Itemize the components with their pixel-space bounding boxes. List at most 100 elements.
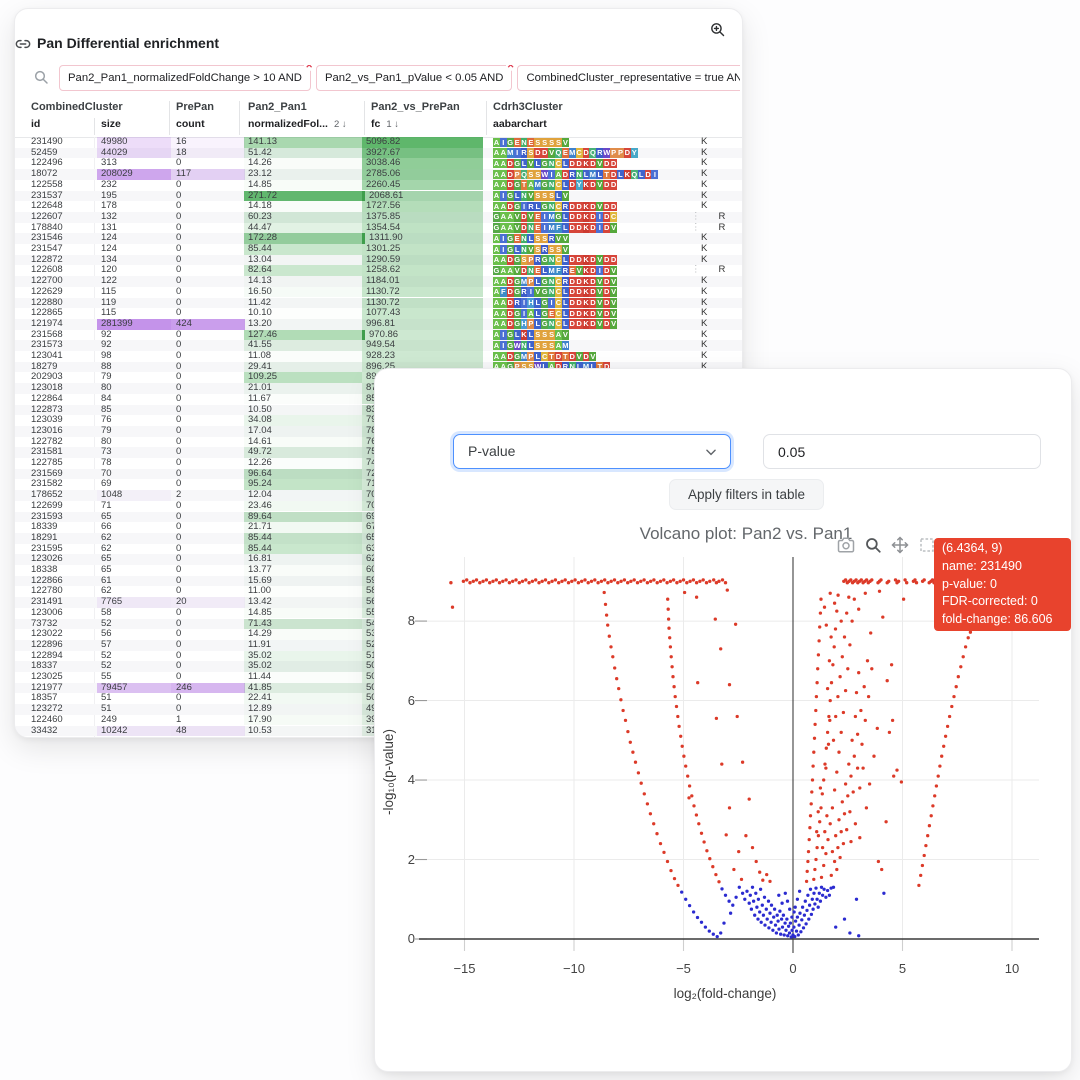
cell-norm: 29.41: [244, 361, 362, 373]
cell-id: 122699: [31, 499, 63, 511]
table-row[interactable]: 122558 232 0 14.85 2260.45 A A D G T A M G N C L D Y K D V D D…: [15, 179, 742, 191]
zoom-in-icon[interactable]: [709, 21, 726, 43]
cell-id: 18279: [31, 360, 58, 372]
table-row[interactable]: 122880 119 0 11.42 1130.72 A A D R I H L G I C L D D K D V D V…: [15, 296, 742, 309]
box-select-icon[interactable]: [918, 536, 936, 556]
point-tooltip: (6.4364, 9) name: 231490 p-value: 0 FDR-…: [934, 538, 1071, 631]
table-row[interactable]: 122608 120 0 82.64 1258.62 G A A V D N E L M F R E V K D I D V…: [15, 264, 742, 277]
table-row[interactable]: 231547 124 0 85.44 1301.25 A I G L N V S R S S V K: [15, 243, 742, 255]
cell-id: 122629: [31, 285, 63, 297]
cell-id: 122608: [31, 264, 63, 276]
header-divider: [169, 101, 170, 135]
column-header-fc[interactable]: fc 1 ↓: [371, 118, 400, 130]
filter-chip[interactable]: Pan2_vs_Pan1_pValue < 0.05 AND ✕: [315, 65, 516, 91]
column-header-aabarchart[interactable]: aabarchart: [493, 118, 547, 130]
cell-count: 0: [176, 499, 182, 511]
cell-id: 231547: [31, 243, 63, 254]
cell-size: 66: [101, 521, 112, 533]
metric-select[interactable]: P-value: [453, 434, 731, 469]
remove-filter-icon[interactable]: ✕: [505, 65, 516, 71]
series-significant[interactable]: [449, 578, 973, 888]
table-row[interactable]: 231537 195 0 271.72 2068.61 A I G L N V S S S L V K: [15, 189, 742, 202]
cell-size: 76: [101, 414, 112, 426]
cell-norm: 12.26: [244, 457, 362, 469]
cell-id: 178840: [31, 221, 63, 233]
series-not-significant[interactable]: [680, 885, 886, 939]
cell-id: 122873: [31, 403, 63, 415]
table-row[interactable]: 122872 134 0 13.04 1290.59 A A D G S P R G N C L D D K D V D D…: [15, 253, 742, 266]
cell-id: 123025: [31, 671, 63, 682]
table-row[interactable]: 122629 115 0 16.50 1130.72 A F D G R I V G N C L D D K D V D V…: [15, 285, 742, 298]
table-row[interactable]: 122700 122 0 14.13 1184.01 A A D G M P L G N C R D D K D V D V…: [15, 275, 742, 287]
table-row[interactable]: 18279 88 0 29.41 896.25 A A G P S S W L A D R N L M L T D K: [15, 360, 742, 373]
y-tick-label: 0: [407, 931, 415, 946]
remove-filter-icon[interactable]: ✕: [304, 65, 314, 71]
table-row[interactable]: 122865 115 0 10.10 1077.43 A A D G I A L G E C L D D K D V D V…: [15, 307, 742, 319]
sort-badge: 1 ↓: [386, 119, 400, 130]
cell-id: 52459: [31, 146, 58, 158]
cell-size: 119: [101, 296, 117, 308]
cell-id: 122872: [31, 253, 63, 265]
cell-size: 195: [101, 189, 117, 201]
cell-count: 0: [176, 553, 182, 565]
camera-icon[interactable]: [837, 536, 855, 556]
cell-size: 79: [101, 371, 112, 383]
cell-id: 122785: [31, 457, 63, 468]
cell-id: 73732: [31, 617, 58, 629]
volcano-plot-panel: P-value Apply filters in table Volcano p…: [374, 368, 1072, 1072]
threshold-input[interactable]: [763, 434, 1041, 469]
cell-fc: 5096.82: [362, 136, 483, 148]
column-header-normalizedFol[interactable]: normalizedFol... 2 ↓: [248, 118, 347, 130]
table-row[interactable]: 122648 178 0 14.18 1727.56 A A D G I R L G N C R D D K D V D D…: [15, 200, 742, 212]
tooltip-foldchange: fold-change: 86.606: [942, 612, 1053, 627]
table-row[interactable]: 52459 44029 18 51.42 3927.67 A A M I R S D D V Q E M C D Q R…: [15, 146, 742, 159]
column-header-count[interactable]: count: [176, 118, 205, 130]
pan-tool-icon[interactable]: [891, 536, 909, 556]
cell-size: 115: [101, 285, 117, 297]
cell-id: 231568: [31, 328, 63, 340]
cell-count: 0: [176, 606, 182, 618]
column-header-id[interactable]: id: [31, 118, 41, 130]
filter-chip[interactable]: CombinedCluster_representative = true AN…: [517, 65, 740, 91]
tooltip-fdr: FDR-corrected: 0: [942, 594, 1038, 609]
table-row[interactable]: 231573 92 0 41.55 949.54 A I G W N L S S S A M K: [15, 339, 742, 351]
table-row[interactable]: 122607 132 0 60.23 1375.85 G A A V D V E I M G L D D K D I D C…: [15, 211, 742, 223]
zoom-tool-icon[interactable]: [864, 536, 882, 556]
cell-norm: 35.02: [244, 661, 362, 672]
filter-chip[interactable]: Pan2_Pan1_normalizedFoldChange > 10 AND ✕: [59, 65, 314, 91]
cell-fc: 1130.72: [362, 286, 483, 298]
table-row[interactable]: 231568 92 0 127.46 970.86 A I G L K L S S S A V K: [15, 328, 742, 341]
cell-count: 0: [176, 189, 182, 201]
table-row[interactable]: 231546 124 0 172.28 1311.90 A I G E N L S S R V V K: [15, 232, 742, 244]
cell-fc: 949.54: [362, 340, 483, 351]
cell-size: 49980: [97, 136, 171, 148]
cell-size: 71: [101, 499, 112, 511]
cell-tail: K: [701, 317, 708, 329]
volcano-scatter[interactable]: [411, 549, 1061, 959]
cell-count: 0: [176, 478, 182, 490]
cell-count: 0: [176, 285, 182, 297]
cell-id: 123022: [31, 628, 63, 640]
apply-filters-button[interactable]: Apply filters in table: [669, 479, 824, 510]
table-row[interactable]: 231490 49980 16 141.13 5096.82 A I G E N E S S S S V K: [15, 136, 742, 148]
link-icon[interactable]: [15, 36, 31, 57]
table-row[interactable]: 123041 98 0 11.08 928.23 A A D G M P L C T D T D V D V K: [15, 350, 742, 362]
table-row[interactable]: 121974 281399 424 13.20 996.81 A A D G H P L G N C L D D K…: [15, 317, 742, 330]
table-row[interactable]: 122496 313 0 14.26 3038.46 A A D G L V L G N C L D D K D V D D…: [15, 157, 742, 170]
column-header-size[interactable]: size: [101, 118, 121, 130]
cell-size: 62: [101, 585, 112, 597]
column-group-PrePan: PrePan: [176, 101, 214, 113]
cell-size: 58: [101, 606, 112, 618]
cell-tail: K: [701, 307, 708, 319]
chevron-down-icon: [706, 449, 716, 456]
cell-count: 0: [176, 628, 182, 640]
metric-select-value: P-value: [468, 443, 516, 459]
table-row[interactable]: 178840 131 0 44.47 1354.54 G A A V D N E I M F L D D K D I D V…: [15, 221, 742, 234]
table-row[interactable]: 18072 208029 117 23.12 2785.06 A A D P Q S S W I A D R N L…: [15, 168, 742, 180]
cell-norm: 85.44: [244, 543, 362, 555]
cell-norm: 11.91: [244, 639, 362, 651]
cell-norm: 85.44: [244, 243, 362, 255]
